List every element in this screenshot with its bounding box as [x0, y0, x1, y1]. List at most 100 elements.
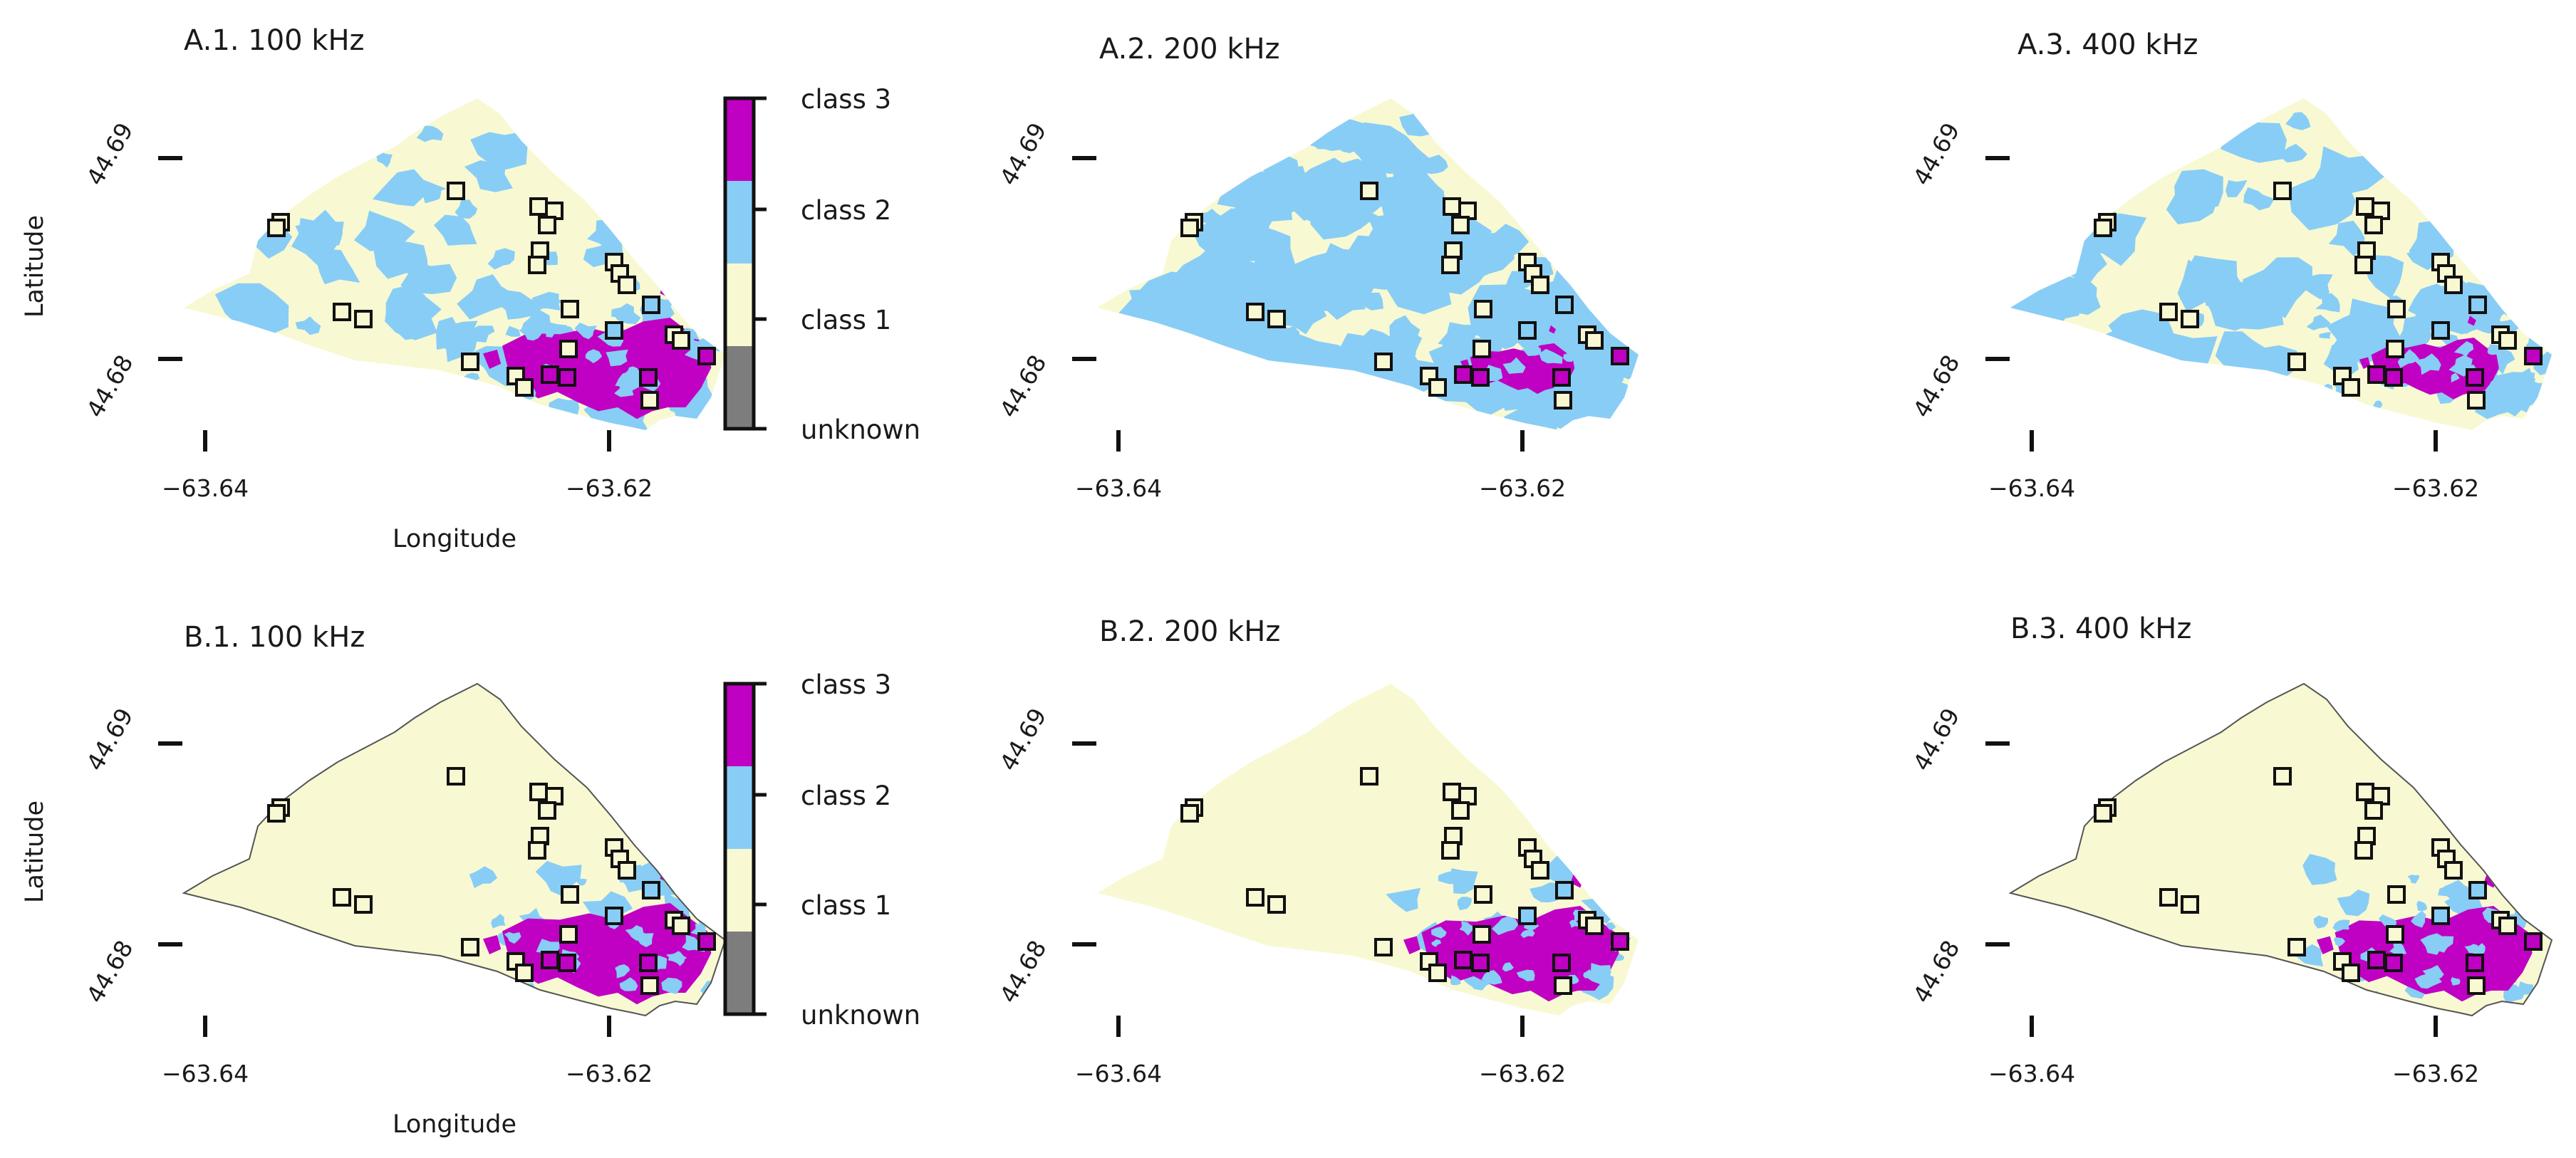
class2-patch [2302, 854, 2337, 885]
class2-patch [1398, 344, 1416, 361]
class2-patch [1459, 921, 1477, 936]
legend-swatch-unknown [725, 346, 754, 429]
sample-marker [515, 964, 534, 982]
sample-marker [1474, 300, 1492, 318]
class2-patch [487, 248, 515, 270]
class2-patch [661, 977, 682, 994]
class2-patch [493, 289, 545, 320]
class2-patch [1603, 370, 1621, 385]
class2-patch [1524, 340, 1542, 356]
sample-marker [1454, 365, 1473, 384]
sample-marker [1246, 303, 1264, 321]
sample-marker [2287, 938, 2306, 956]
sample-marker [2094, 219, 2112, 237]
legend-swatch-class2 [725, 766, 754, 849]
class2-patch [2263, 257, 2312, 299]
class2-patch [1496, 318, 1516, 332]
legend-swatch-class3 [725, 684, 754, 766]
class2-patch [376, 150, 393, 168]
class2-patch [1481, 970, 1502, 985]
class2-patch [2397, 349, 2420, 368]
sample-marker [2386, 925, 2404, 944]
class2-patch [1290, 264, 1366, 312]
sample-marker [2273, 767, 2292, 786]
class2-patch [606, 349, 628, 367]
sample-marker [2431, 321, 2450, 340]
sample-marker [1454, 951, 1473, 969]
legend-frame [723, 96, 756, 431]
sample-marker [2159, 303, 2178, 321]
sample-marker [528, 841, 546, 860]
region-map [1097, 98, 1638, 430]
class2-patch [2416, 328, 2432, 344]
sample-marker [461, 353, 479, 371]
ytick-label: 44.68 [81, 350, 139, 422]
sample-marker [1554, 391, 1572, 410]
sample-marker [1552, 954, 1571, 972]
sample-marker [529, 197, 548, 216]
class2-patch [2318, 383, 2332, 395]
class2-patch [434, 214, 477, 246]
sample-marker [333, 303, 351, 321]
class2-patch [616, 371, 638, 392]
class2-patch [1539, 397, 1552, 408]
sample-marker [1267, 310, 1286, 328]
sample-marker [1555, 881, 1574, 899]
sample-marker [2384, 954, 2403, 972]
panel-b1: B.1. 100 kHz 44.69 44.68 −63.64 −63.62 L… [21, 621, 727, 1139]
legend-frame [723, 682, 756, 1016]
sample-marker [2468, 881, 2487, 899]
sample-marker [672, 917, 690, 935]
class2-patch [436, 317, 465, 350]
sample-marker [2384, 368, 2403, 387]
ytick-label: 44.69 [81, 704, 139, 776]
sample-marker [2354, 841, 2373, 860]
ytick-label: 44.69 [994, 118, 1052, 190]
legend-label-class1: class 1 [801, 890, 891, 921]
class2-patch [1585, 963, 1611, 985]
class2-patch [1590, 304, 1615, 324]
xtick-label: −63.64 [1988, 474, 2075, 502]
class2-patch [625, 366, 640, 376]
class2-patch [545, 327, 559, 338]
xtick-label: −63.64 [1075, 474, 1162, 502]
sample-marker [1443, 783, 1461, 801]
class2-patch [506, 407, 517, 416]
sample-marker [2181, 310, 2199, 328]
sample-marker [2524, 347, 2543, 365]
class2-patch [1421, 155, 1448, 174]
panel-title: B.3. 400 kHz [2010, 612, 2191, 645]
class2-patch [574, 322, 597, 340]
class2-patch [2177, 259, 2243, 312]
class3-patch [502, 903, 712, 1005]
region-outline [2008, 682, 2553, 1017]
ytick-label: 44.69 [994, 704, 1052, 776]
sample-marker [1374, 353, 1393, 371]
sample-marker [541, 365, 559, 384]
class2-patch [1606, 922, 1616, 930]
xtick-label: −63.64 [162, 474, 249, 502]
class2-patch [2515, 367, 2536, 390]
sample-marker [1180, 804, 1199, 823]
legend-swatch-class1 [725, 264, 754, 346]
class2-patch [1457, 897, 1472, 911]
class2-patch [2487, 346, 2497, 355]
class2-patch [1499, 334, 1517, 350]
sample-marker [1451, 801, 1470, 820]
sample-marker [1518, 321, 1537, 340]
sample-marker [2364, 216, 2383, 234]
class2-patch [214, 283, 289, 339]
sample-marker [529, 783, 548, 801]
sample-marker [2094, 804, 2112, 823]
sample-marker [2273, 182, 2292, 200]
class2-patch [1129, 286, 1162, 312]
class2-patch [2174, 169, 2223, 214]
panel-b3: B.3. 400 kHz 44.69 44.68 −63.64 −63.62 [1908, 612, 2553, 1087]
sample-marker [333, 888, 351, 907]
region-outline [182, 682, 727, 1017]
class3-patch [483, 935, 502, 954]
region-map [2010, 98, 2552, 430]
sample-marker [354, 895, 373, 914]
class2-patch [1431, 927, 1447, 939]
legend-label-class2: class 2 [801, 195, 891, 226]
